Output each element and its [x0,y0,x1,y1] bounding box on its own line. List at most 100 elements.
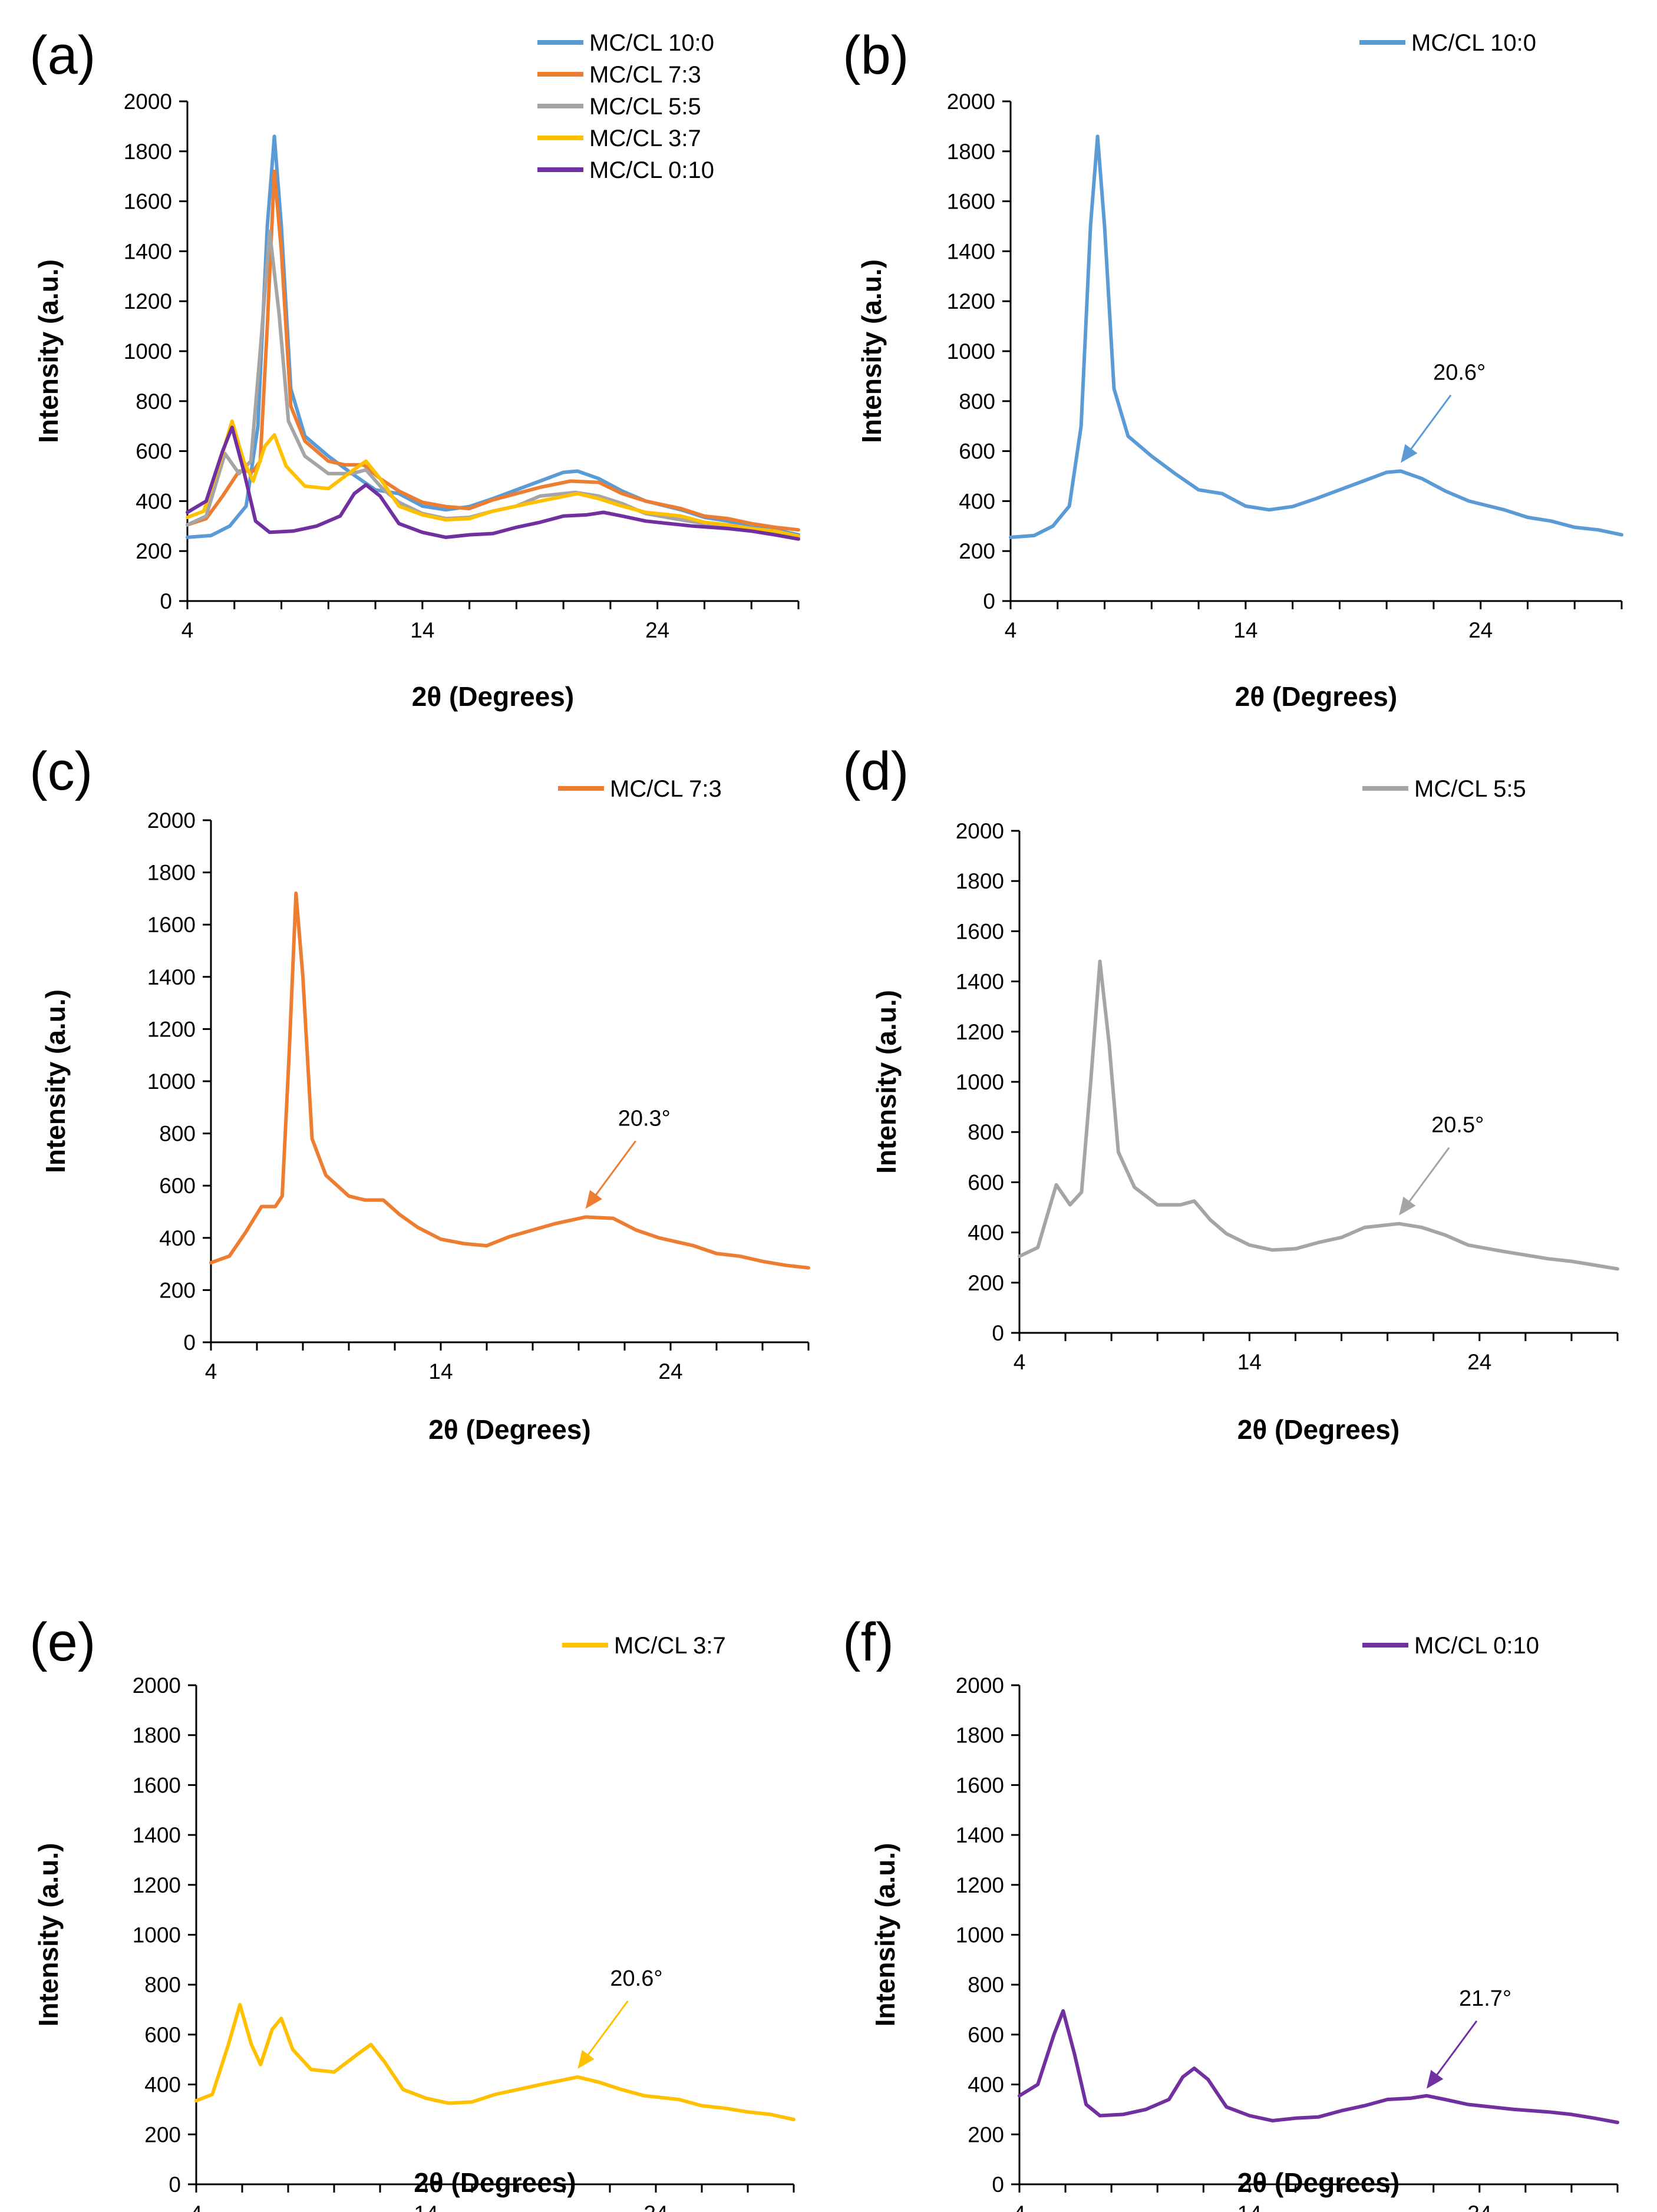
y-tick-label: 200 [144,2122,181,2147]
annotation-label: 20.6° [1433,361,1486,385]
y-tick-label: 0 [992,1321,1004,1345]
y-axis-title: Intensity (a.u.) [33,1843,64,2027]
annotation-arrow-line [1432,2020,1478,2080]
y-tick-label: 1400 [147,965,196,989]
x-tick-label: 4 [181,618,194,642]
y-tick-label: 2000 [124,90,172,114]
y-axis-title: Intensity (a.u.) [40,989,71,1173]
y-tick-label: 1400 [956,1823,1004,1847]
series-line-mc-cl-0-10 [1018,2009,1619,2124]
x-tick-label: 14 [1237,1350,1262,1374]
y-tick-label: 800 [959,389,995,414]
y-tick-label: 1800 [956,869,1004,893]
y-tick-label: 200 [959,539,995,563]
y-tick-label: 0 [183,1330,196,1355]
chart-panel-e: (e) 0 200 400 600 800 1000 1200 1400 1600 1800 2000… [29,1612,796,2212]
chart-panel-c: (c) 0 200 400 600 800 1000 1200 1400 1600 1800 2000… [29,741,810,1445]
y-tick-label: 200 [968,2122,1004,2147]
y-tick-label: 400 [159,1226,196,1250]
y-tick-label: 200 [968,1271,1004,1295]
series-line-mc-cl-5-5 [186,229,800,539]
annotation-arrow-line [1407,394,1452,454]
x-tick-label: 14 [414,2201,438,2212]
y-tick-label: 0 [992,2173,1004,2197]
y-tick-label: 1200 [956,1873,1004,1897]
series-line-mc-cl-5-5 [1018,959,1619,1271]
panel-label: (a) [29,25,95,85]
y-tick-label: 1200 [124,289,172,313]
x-axis-title: 2θ (Degrees) [1235,681,1397,712]
y-tick-label: 1000 [956,1070,1004,1094]
legend-label: MC/CL 5:5 [589,94,701,120]
y-tick-label: 2000 [947,90,995,114]
y-tick-label: 2000 [133,1673,181,1698]
y-tick-label: 1400 [956,970,1004,994]
y-tick-label: 800 [159,1122,196,1146]
y-tick-label: 400 [136,489,172,513]
x-axis-title: 2θ (Degrees) [414,2167,576,2198]
chart-panel-a: (a) 0 200 400 600 800 1000 1200 1400 1600 1800 2000… [29,25,800,712]
annotation-label: 20.3° [618,1106,671,1131]
panel-label: (d) [843,741,909,801]
panel-label: (f) [843,1612,894,1672]
legend-label: MC/CL 5:5 [1414,776,1526,802]
y-tick-label: 1000 [956,1923,1004,1947]
legend-label: MC/CL 0:10 [589,157,714,183]
annotation-arrow-head [1426,2069,1444,2089]
y-tick-label: 1000 [947,339,995,364]
x-tick-label: 24 [1467,1350,1491,1374]
y-tick-label: 1600 [124,190,172,214]
y-axis-title: Intensity (a.u.) [33,259,64,443]
annotation-arrow-line [592,1140,636,1200]
x-tick-label: 4 [190,2201,203,2212]
annotation-label: 20.6° [610,1966,662,1991]
y-tick-label: 200 [159,1278,196,1302]
y-tick-label: 1400 [947,239,995,263]
y-tick-label: 1600 [956,919,1004,943]
y-tick-label: 1800 [147,861,196,885]
y-tick-label: 1600 [147,913,196,937]
series-line-mc-cl-7-3 [209,892,810,1270]
y-tick-label: 800 [144,1973,181,1997]
y-tick-label: 1800 [947,140,995,164]
x-tick-label: 14 [1233,618,1257,642]
x-tick-label: 24 [645,618,669,642]
y-tick-label: 400 [968,2073,1004,2097]
y-tick-label: 0 [983,589,995,613]
y-tick-label: 1800 [133,1724,181,1748]
y-axis-title: Intensity (a.u.) [856,259,887,443]
y-tick-label: 800 [968,1973,1004,1997]
y-tick-label: 2000 [956,819,1004,843]
panel-label: (b) [843,25,909,85]
series-line-mc-cl-3-7 [186,419,800,538]
y-tick-label: 1800 [124,140,172,164]
annotation-arrow-head [577,2050,595,2069]
x-tick-label: 4 [1005,618,1017,642]
panel-label: (c) [29,741,93,801]
annotation-arrow-line [1405,1147,1450,1207]
x-axis-title: 2θ (Degrees) [428,1414,590,1445]
legend-label: MC/CL 3:7 [614,1633,726,1659]
y-tick-label: 1600 [133,1773,181,1797]
series-line-mc-cl-7-3 [186,169,800,532]
x-tick-label: 14 [1237,2201,1262,2212]
y-tick-label: 600 [968,2023,1004,2047]
legend-label: MC/CL 10:0 [589,30,714,56]
y-tick-label: 1000 [124,339,172,364]
y-tick-label: 600 [144,2023,181,2047]
y-tick-label: 1000 [147,1069,196,1094]
chart-panel-b: (b) 0 200 400 600 800 1000 1200 1400 1600 1800 2000… [843,25,1623,712]
x-tick-label: 24 [1467,2201,1491,2212]
x-tick-label: 4 [1014,2201,1026,2212]
y-tick-label: 600 [136,440,172,464]
x-tick-label: 4 [1014,1350,1026,1374]
y-tick-label: 2000 [956,1673,1004,1698]
y-tick-label: 0 [169,2173,181,2197]
x-tick-label: 14 [428,1359,453,1384]
x-tick-label: 24 [658,1359,682,1384]
y-tick-label: 2000 [147,808,196,833]
x-tick-label: 24 [1468,618,1493,642]
annotation-label: 20.5° [1431,1113,1484,1138]
y-tick-label: 1400 [133,1823,181,1847]
